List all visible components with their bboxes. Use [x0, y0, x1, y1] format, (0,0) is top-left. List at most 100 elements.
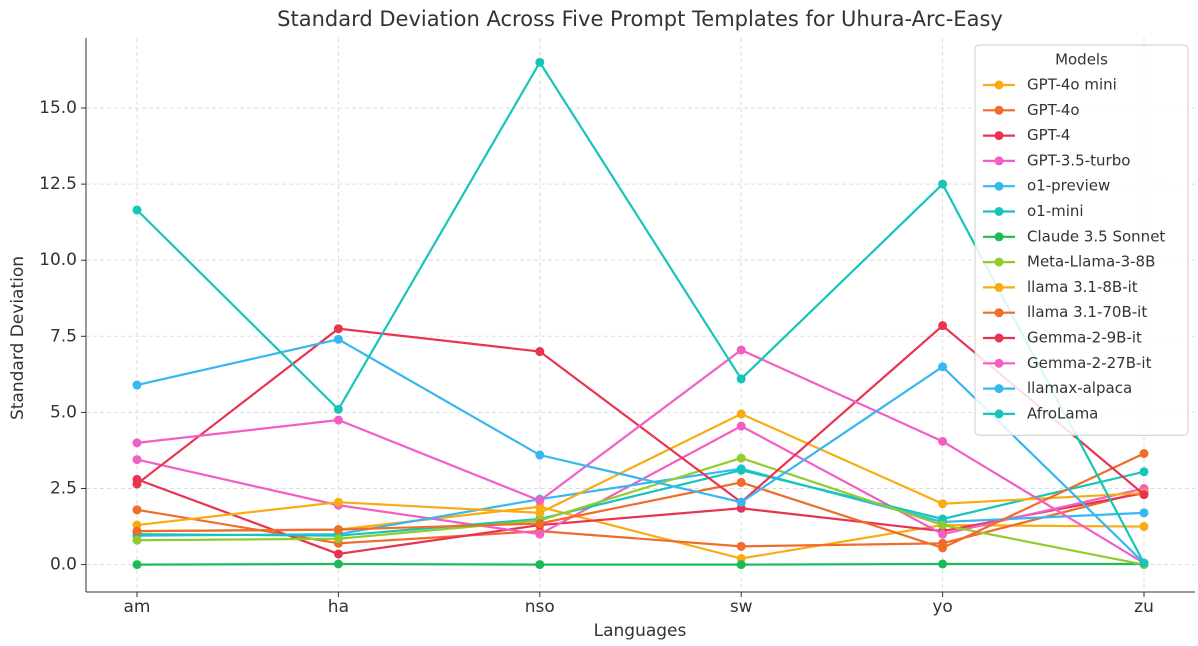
- y-tick-label: 12.5: [39, 174, 77, 194]
- data-point: [1139, 558, 1149, 568]
- y-tick-label: 2.5: [50, 479, 77, 499]
- data-point: [736, 345, 746, 355]
- legend-label: o1-preview: [1027, 177, 1110, 195]
- series-line: [136, 562, 1144, 566]
- data-point: [535, 347, 545, 357]
- data-point: [535, 519, 545, 529]
- data-point: [1139, 449, 1149, 458]
- data-point: [736, 465, 746, 475]
- x-tick-label: sw: [730, 597, 753, 617]
- legend-label: Claude 3.5 Sonnet: [1027, 227, 1165, 245]
- data-point: [333, 324, 343, 334]
- legend-label: o1-mini: [1027, 202, 1084, 220]
- legend-marker: [994, 257, 1004, 267]
- legend-marker: [994, 105, 1004, 115]
- legend-label: GPT-3.5-turbo: [1027, 151, 1130, 169]
- data-point: [736, 421, 746, 431]
- series-line: [136, 469, 1145, 537]
- series-line: [136, 348, 1145, 565]
- data-point: [132, 205, 142, 215]
- legend-marker: [994, 156, 1004, 166]
- data-point: [535, 496, 545, 506]
- series-line: [136, 452, 1145, 550]
- series-line: [136, 412, 1145, 527]
- series-line: [136, 490, 1145, 548]
- y-tick-label: 7.5: [50, 326, 77, 346]
- data-point: [938, 543, 948, 553]
- data-point: [736, 477, 746, 487]
- legend-label: Gemma-2-27B-it: [1027, 354, 1152, 372]
- data-point: [132, 560, 142, 570]
- legend-box: [974, 44, 1189, 436]
- legend-marker: [994, 181, 1004, 191]
- legend-marker: [994, 207, 1004, 216]
- data-point: [333, 534, 343, 544]
- legend-marker: [994, 358, 1004, 368]
- legend-marker: [994, 409, 1004, 419]
- data-point: [1139, 508, 1149, 518]
- data-point: [1139, 522, 1149, 532]
- data-point: [333, 497, 343, 507]
- x-axis-label: Languages: [594, 621, 687, 641]
- data-point: [938, 559, 948, 569]
- data-point: [938, 321, 948, 331]
- data-point: [333, 415, 343, 425]
- data-point: [333, 525, 343, 535]
- legend-label: AfroLama: [1027, 404, 1098, 422]
- legend-label: llama 3.1-70B-it: [1027, 303, 1147, 321]
- data-point: [333, 334, 343, 344]
- data-point: [938, 179, 948, 189]
- legend-marker: [994, 384, 1004, 394]
- data-point: [333, 549, 343, 559]
- data-point: [535, 508, 545, 518]
- series-line: [136, 424, 1145, 536]
- data-point: [535, 450, 545, 460]
- legend-marker: [994, 80, 1004, 90]
- data-point: [132, 526, 142, 536]
- legend-label: Meta-Llama-3-8B: [1027, 253, 1155, 271]
- data-point: [938, 520, 948, 530]
- data-point: [535, 529, 545, 539]
- series-line: [136, 478, 1145, 556]
- legend-label: Gemma-2-9B-it: [1027, 329, 1142, 347]
- series-line: [136, 456, 1145, 566]
- data-point: [132, 535, 142, 545]
- data-point: [938, 529, 948, 539]
- data-point: [333, 404, 343, 414]
- legend-label: llamax-alpaca: [1027, 379, 1132, 397]
- data-point: [333, 559, 343, 569]
- data-point: [535, 57, 545, 67]
- legend-label: llama 3.1-8B-it: [1027, 278, 1138, 296]
- series-line: [136, 505, 1145, 560]
- x-tick-label: yo: [932, 597, 952, 617]
- data-point: [938, 436, 948, 446]
- legend-label: GPT-4o mini: [1027, 76, 1117, 94]
- data-point: [1139, 467, 1149, 477]
- legend-title: Models: [1055, 51, 1108, 69]
- data-point: [736, 497, 746, 507]
- data-point: [132, 438, 142, 448]
- data-point: [938, 362, 948, 372]
- x-tick-label: nso: [525, 597, 555, 617]
- data-point: [132, 505, 142, 515]
- legend-marker: [994, 282, 1004, 292]
- x-tick-label: zu: [1134, 597, 1154, 617]
- y-tick-label: 15.0: [39, 98, 77, 118]
- legend-marker: [994, 308, 1004, 318]
- data-point: [938, 499, 948, 509]
- data-point: [736, 453, 746, 463]
- legend-label: GPT-4: [1027, 126, 1070, 144]
- data-point: [1139, 490, 1149, 500]
- data-point: [132, 380, 142, 390]
- data-point: [535, 560, 545, 570]
- y-tick-label: 5.0: [50, 402, 77, 422]
- y-tick-label: 0.0: [50, 555, 77, 575]
- data-point: [736, 560, 746, 570]
- data-point: [736, 374, 746, 384]
- data-point: [736, 409, 746, 419]
- y-axis-label: Standard Deviation: [8, 256, 28, 420]
- data-point: [132, 455, 142, 465]
- data-point: [736, 541, 746, 551]
- chart-title: Standard Deviation Across Five Prompt Te…: [277, 7, 1003, 31]
